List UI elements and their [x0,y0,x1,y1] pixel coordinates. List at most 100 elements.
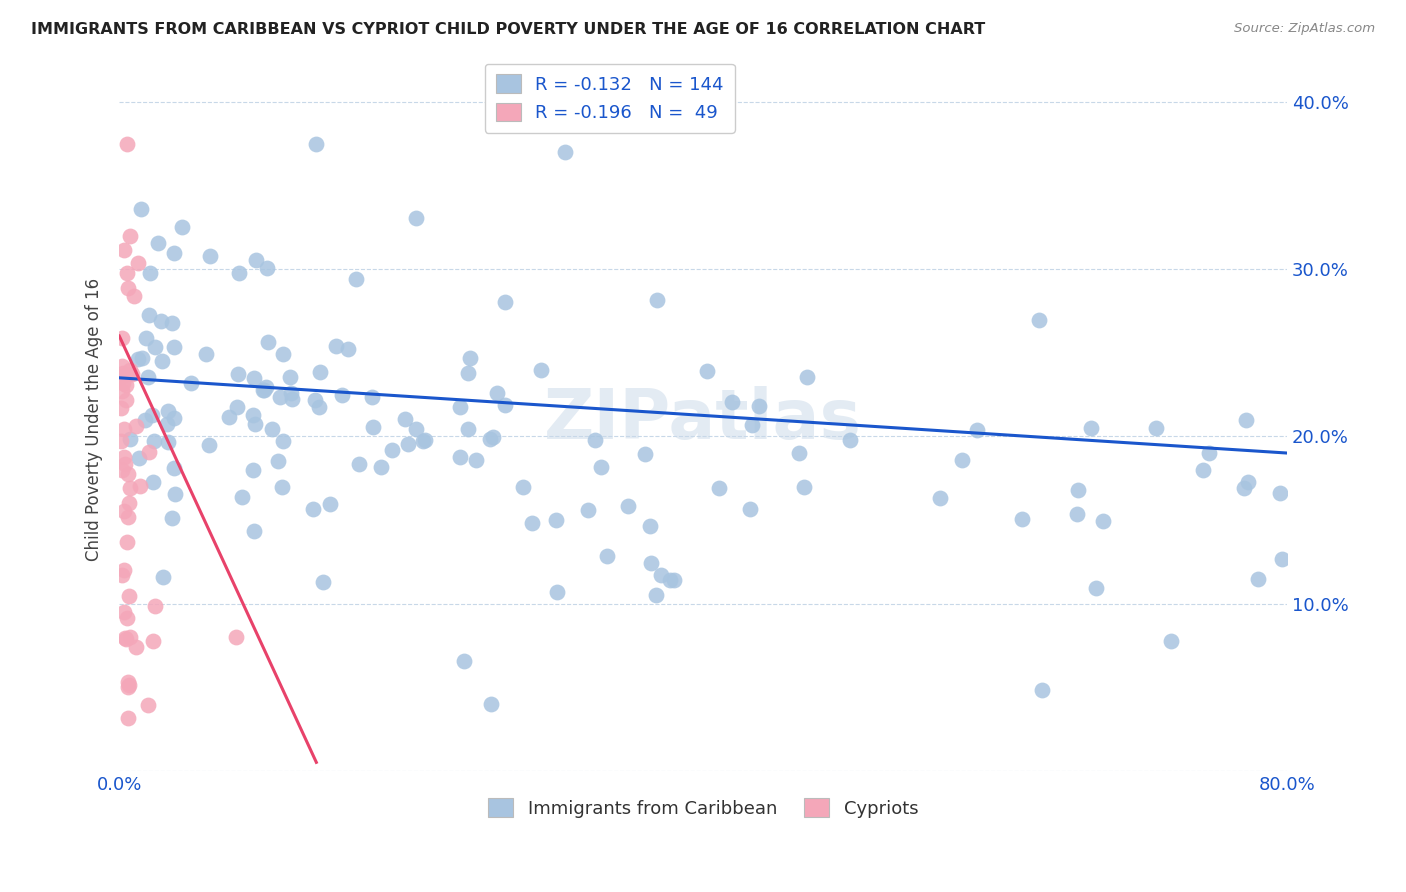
Text: Source: ZipAtlas.com: Source: ZipAtlas.com [1234,22,1375,36]
Point [741,417,763,432]
Point [180,376,202,391]
Point [1066,483,1088,497]
Point [396,437,419,451]
Point [308,400,330,414]
Point [111,384,134,398]
Point [453,654,475,668]
Point [512,480,534,494]
Point [616,499,638,513]
Point [530,363,553,377]
Point [485,386,508,401]
Point [128,479,150,493]
Point [162,511,184,525]
Point [163,461,186,475]
Point [228,266,250,280]
Point [1247,572,1270,586]
Point [412,434,434,448]
Point [311,575,333,590]
Point [118,481,141,495]
Point [165,486,187,500]
Point [1066,507,1088,521]
Point [143,599,166,613]
Point [457,366,479,380]
Point [361,420,384,434]
Point [346,272,368,286]
Point [269,390,291,404]
Point [150,354,173,368]
Point [546,513,568,527]
Point [381,443,404,458]
Point [243,524,266,539]
Point [647,293,669,307]
Point [118,589,141,603]
Point [336,342,359,356]
Point [118,229,141,244]
Point [243,371,266,385]
Point [748,399,770,413]
Point [111,331,134,345]
Point [115,632,138,647]
Point [1028,313,1050,327]
Point [1091,515,1114,529]
Point [839,434,862,448]
Point [640,556,662,570]
Point [243,417,266,431]
Point [464,452,486,467]
Point [309,365,332,379]
Point [1271,552,1294,566]
Point [929,491,952,505]
Point [117,674,139,689]
Point [257,334,280,349]
Point [449,400,471,414]
Point [330,388,353,402]
Point [494,398,516,412]
Point [118,363,141,377]
Point [231,490,253,504]
Point [125,418,148,433]
Point [650,567,672,582]
Point [576,503,599,517]
Point [145,340,167,354]
Point [225,630,247,644]
Point [707,481,730,495]
Point [111,376,134,390]
Point [520,516,543,531]
Point [125,640,148,654]
Point [117,711,139,725]
Point [142,633,165,648]
Point [112,450,135,464]
Point [256,260,278,275]
Point [405,422,427,436]
Point [114,631,136,645]
Point [157,435,180,450]
Point [242,462,264,476]
Text: IMMIGRANTS FROM CARIBBEAN VS CYPRIOT CHILD POVERTY UNDER THE AGE OF 16 CORRELATI: IMMIGRANTS FROM CARIBBEAN VS CYPRIOT CHI… [31,22,986,37]
Point [117,281,139,295]
Point [245,252,267,267]
Point [112,504,135,518]
Point [267,453,290,467]
Point [280,386,302,401]
Point [134,413,156,427]
Point [319,497,342,511]
Point [117,681,139,695]
Point [172,220,194,235]
Y-axis label: Child Poverty Under the Age of 16: Child Poverty Under the Age of 16 [86,278,103,561]
Point [117,467,139,482]
Point [136,698,159,713]
Point [658,573,681,587]
Point [1233,481,1256,495]
Point [115,266,138,280]
Point [142,475,165,489]
Point [115,535,138,549]
Point [121,367,143,381]
Point [115,136,138,151]
Point [1031,682,1053,697]
Point [591,459,613,474]
Point [111,368,134,383]
Point [127,256,149,270]
Point [1268,486,1291,500]
Point [150,314,173,328]
Point [111,359,134,373]
Point [157,404,180,418]
